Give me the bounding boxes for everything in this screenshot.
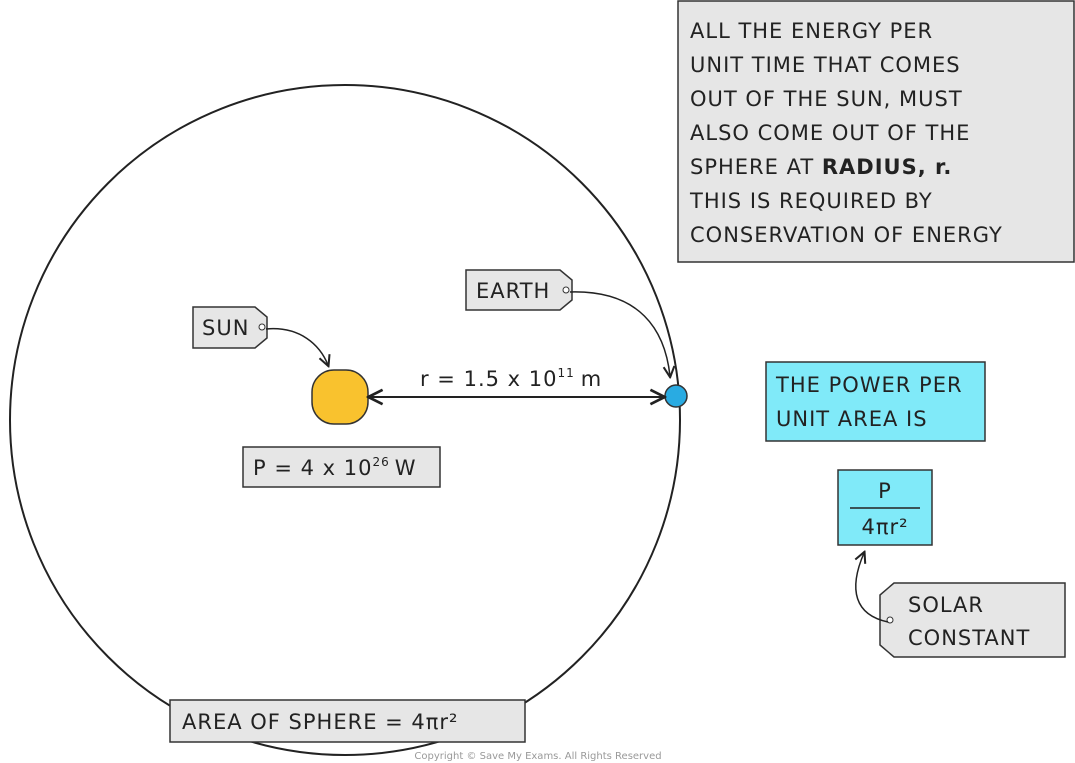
power-area-box bbox=[765, 361, 986, 442]
info-text: ALL THE ENERGY PER UNIT TIME THAT COMES … bbox=[689, 19, 1003, 247]
power-text: P = 4 x 10 bbox=[253, 456, 372, 480]
power-exponent: 26 bbox=[372, 455, 389, 469]
area-box bbox=[169, 699, 526, 743]
earth-tag bbox=[465, 269, 573, 311]
area-label: AREA OF SPHERE = 4πr² bbox=[182, 710, 458, 734]
earth-label: EARTH bbox=[476, 279, 550, 303]
tag-hole bbox=[562, 286, 570, 294]
solar-pointer bbox=[856, 553, 889, 623]
numerator: P bbox=[878, 479, 892, 503]
power-label: P = 4 x 1026 W bbox=[253, 455, 417, 480]
sun-pointer bbox=[265, 327, 328, 365]
power-unit: W bbox=[395, 456, 417, 480]
radius-text: r = 1.5 x 10 bbox=[420, 367, 557, 391]
info-emphasis: RADIUS, r. bbox=[822, 155, 952, 179]
info-line: UNIT TIME THAT COMES bbox=[690, 53, 961, 77]
info-line: ALSO COME OUT OF THE bbox=[690, 121, 970, 145]
power-area-line: THE POWER PER bbox=[775, 373, 963, 397]
info-line: THIS IS REQUIRED BY bbox=[689, 189, 933, 213]
solar-line: CONSTANT bbox=[908, 626, 1030, 650]
solar-line: SOLAR bbox=[908, 593, 984, 617]
sphere bbox=[9, 84, 681, 756]
earth bbox=[664, 384, 688, 408]
radius-unit: m bbox=[581, 367, 602, 391]
copyright: Copyright © Save My Exams. All Rights Re… bbox=[414, 751, 661, 762]
radius-exponent: 11 bbox=[557, 366, 574, 380]
earth-pointer bbox=[569, 291, 670, 376]
sun-label: SUN bbox=[202, 316, 249, 340]
denominator: 4πr² bbox=[861, 515, 908, 539]
info-line: ALL THE ENERGY PER bbox=[690, 19, 933, 43]
tag-hole bbox=[258, 323, 266, 331]
radius-label: r = 1.5 x 1011 m bbox=[420, 366, 602, 391]
info-line: CONSERVATION OF ENERGY bbox=[690, 223, 1003, 247]
sun bbox=[311, 369, 369, 425]
info-line: OUT OF THE SUN, MUST bbox=[690, 87, 963, 111]
tag-hole bbox=[886, 616, 894, 624]
info-line: SPHERE AT RADIUS, r. bbox=[690, 155, 952, 179]
info-box bbox=[677, 0, 1075, 263]
power-area-line: UNIT AREA IS bbox=[776, 407, 928, 431]
power-box bbox=[242, 446, 441, 488]
solar-tag bbox=[879, 582, 1066, 658]
info-line: SPHERE AT bbox=[690, 155, 814, 179]
sun-tag bbox=[192, 306, 268, 349]
